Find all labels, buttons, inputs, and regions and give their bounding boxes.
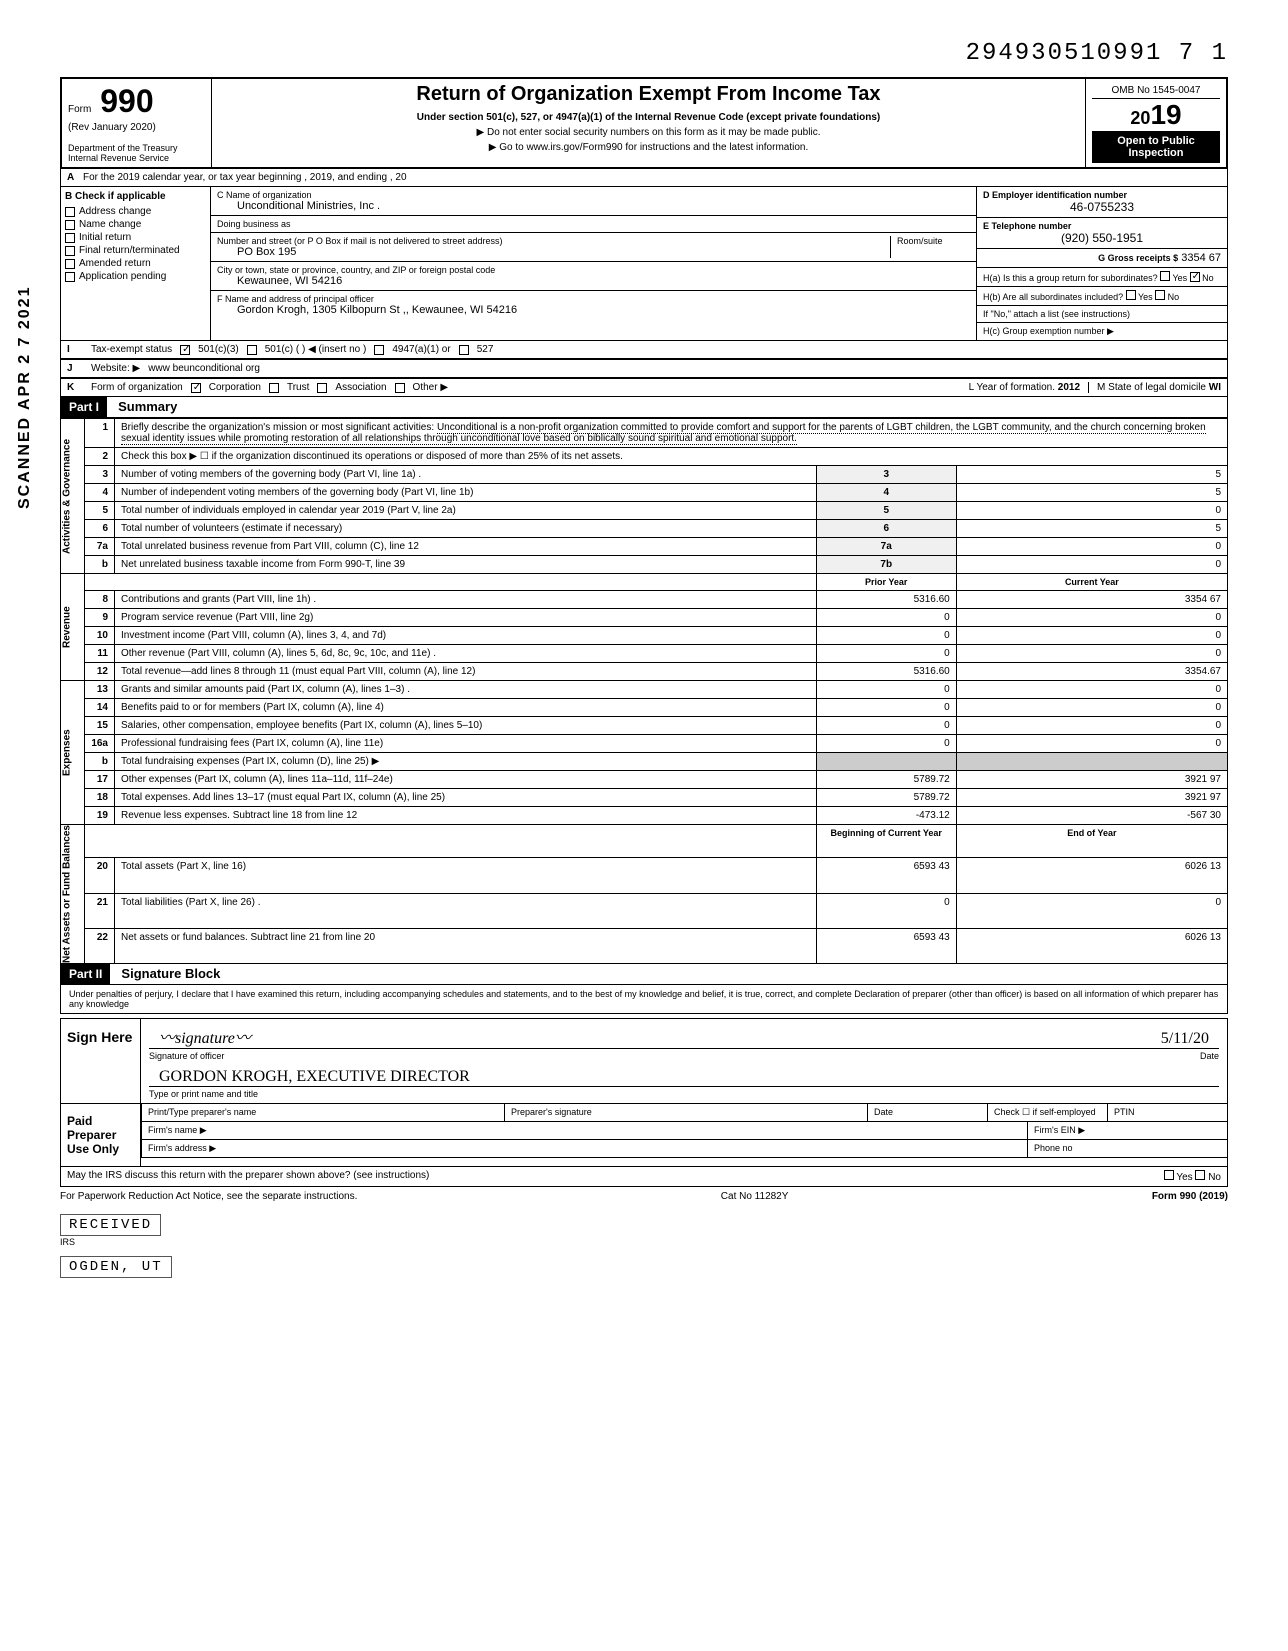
checkbox-501c[interactable]	[247, 345, 257, 355]
form-note1: ▶ Do not enter social security numbers o…	[218, 127, 1079, 138]
section-revenue: Revenue	[61, 574, 85, 681]
form-word: Form	[68, 104, 91, 115]
section-expenses: Expenses	[61, 681, 85, 825]
scanned-stamp: SCANNED APR 2 7 2021	[16, 286, 34, 509]
section-b: B Check if applicable Address change Nam…	[61, 187, 211, 340]
ein: 46-0755233	[983, 200, 1221, 214]
form-number: 990	[100, 83, 153, 119]
checkbox-association[interactable]	[317, 383, 327, 393]
part2-title: Signature Block	[113, 964, 228, 983]
checkbox-final-return[interactable]	[65, 246, 75, 256]
officer-name: GORDON KROGH, EXECUTIVE DIRECTOR	[149, 1061, 1219, 1087]
part1-title: Summary	[110, 397, 185, 416]
checkbox-4947[interactable]	[374, 345, 384, 355]
form-rev: (Rev January 2020)	[68, 122, 205, 133]
line-a: A For the 2019 calendar year, or tax yea…	[60, 169, 1228, 187]
section-d: D Employer identification number46-07552…	[977, 187, 1227, 340]
public-inspection: Open to Public Inspection	[1092, 131, 1220, 163]
summary-table: Activities & Governance 1 Briefly descri…	[60, 418, 1228, 964]
checkbox-initial-return[interactable]	[65, 233, 75, 243]
checkbox-501c3[interactable]	[180, 345, 190, 355]
omb-number: OMB No 1545-0047	[1092, 83, 1220, 99]
sign-date: 5/11/20	[1161, 1030, 1209, 1048]
checkbox-discuss-yes[interactable]	[1164, 1170, 1174, 1180]
org-city: Kewaunee, WI 54216	[237, 275, 495, 287]
form-dept: Department of the Treasury Internal Reve…	[68, 143, 205, 163]
tracking-number: 294930510991 7 1	[966, 40, 1228, 67]
form-subtitle: Under section 501(c), 527, or 4947(a)(1)…	[218, 112, 1079, 123]
section-netassets: Net Assets or Fund Balances	[61, 825, 85, 964]
checkbox-corporation[interactable]	[191, 383, 201, 393]
checkbox-amended[interactable]	[65, 259, 75, 269]
section-c: C Name of organizationUnconditional Mini…	[211, 187, 977, 340]
org-name: Unconditional Ministries, Inc .	[237, 200, 380, 212]
year-formation: 2012	[1058, 382, 1080, 393]
org-address: PO Box 195	[237, 246, 502, 258]
part2-header: Part II	[61, 964, 110, 984]
website: www beunconditional org	[148, 363, 260, 374]
checkbox-hb-no[interactable]	[1155, 290, 1165, 300]
form-note2: ▶ Go to www.irs.gov/Form990 for instruct…	[218, 142, 1079, 153]
section-activities: Activities & Governance	[61, 419, 85, 574]
gross-receipts: 3354 67	[1181, 252, 1221, 264]
form-header: Form 990 (Rev January 2020) Department o…	[60, 77, 1228, 169]
checkbox-other[interactable]	[395, 383, 405, 393]
perjury-statement: Under penalties of perjury, I declare th…	[60, 985, 1228, 1014]
received-stamp: RECEIVED IRS OGDEN, UT	[60, 1206, 1228, 1278]
form-title: Return of Organization Exempt From Incom…	[218, 83, 1079, 106]
tax-year: 20201919	[1092, 99, 1220, 131]
principal-officer: Gordon Krogh, 1305 Kilbopurn St ,, Kewau…	[237, 304, 517, 316]
checkbox-527[interactable]	[459, 345, 469, 355]
checkbox-discuss-no[interactable]	[1195, 1170, 1205, 1180]
preparer-block: Paid Preparer Use Only Print/Type prepar…	[60, 1104, 1228, 1187]
phone: (920) 550-1951	[983, 231, 1221, 245]
signature-block: Sign Here 〰signature〰5/11/20 Signature o…	[60, 1018, 1228, 1104]
checkbox-name-change[interactable]	[65, 220, 75, 230]
checkbox-hb-yes[interactable]	[1126, 290, 1136, 300]
checkbox-trust[interactable]	[269, 383, 279, 393]
part1-header: Part I	[61, 397, 107, 417]
checkbox-address-change[interactable]	[65, 207, 75, 217]
checkbox-application-pending[interactable]	[65, 272, 75, 282]
checkbox-ha-no[interactable]	[1190, 272, 1200, 282]
checkbox-ha-yes[interactable]	[1160, 271, 1170, 281]
state-domicile: WI	[1209, 382, 1221, 393]
form-footer: For Paperwork Reduction Act Notice, see …	[60, 1187, 1228, 1206]
